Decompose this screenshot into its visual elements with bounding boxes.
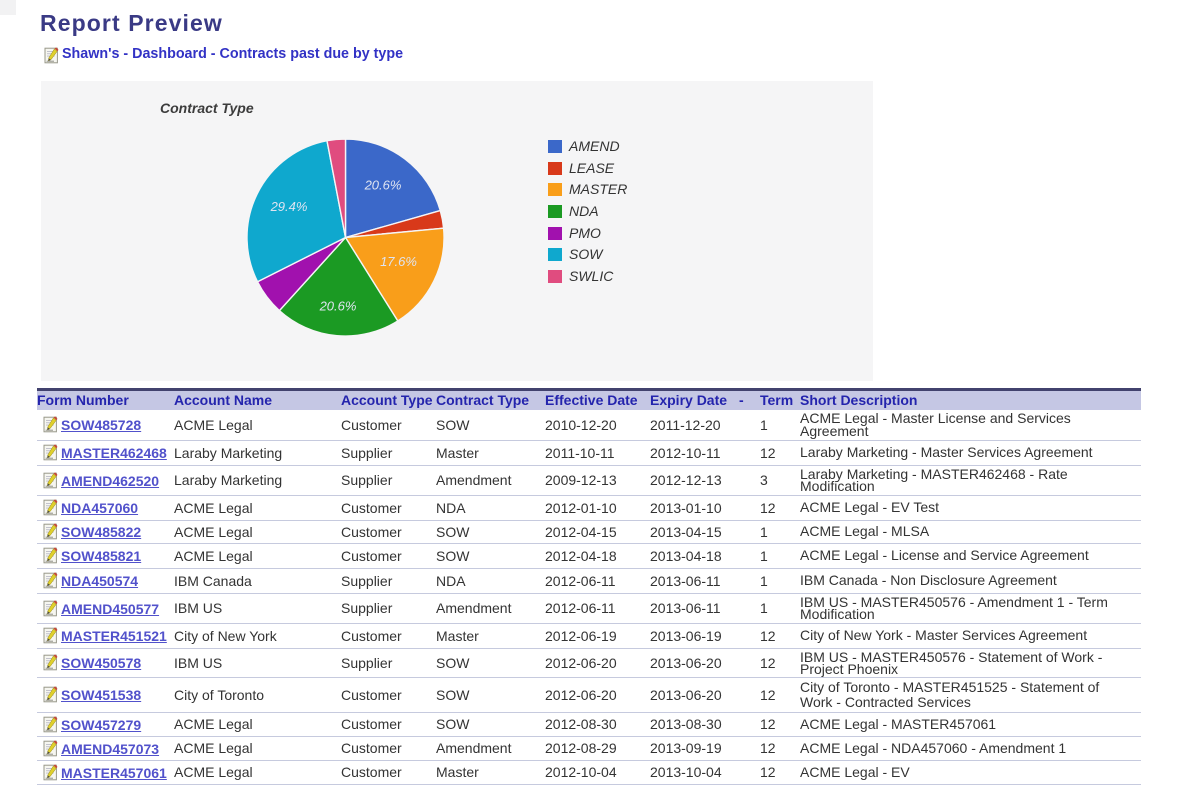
svg-text:29.4%: 29.4% xyxy=(270,199,308,214)
svg-text:20.6%: 20.6% xyxy=(364,178,402,193)
svg-text:20.6%: 20.6% xyxy=(319,299,357,314)
svg-text:17.6%: 17.6% xyxy=(380,254,417,269)
